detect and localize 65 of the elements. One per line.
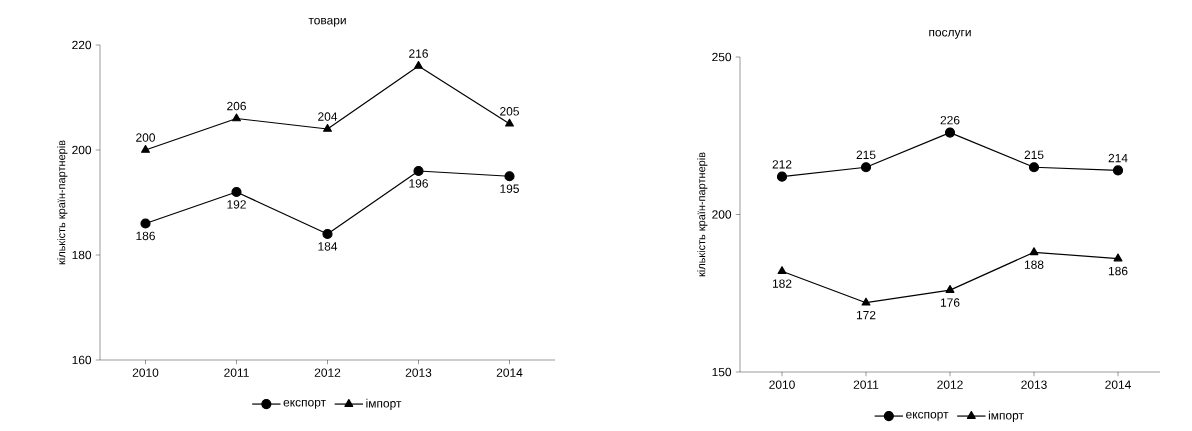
point	[414, 60, 423, 69]
point	[945, 285, 955, 293]
data-label: 226	[940, 115, 960, 125]
x-tick-label: 2011	[224, 368, 249, 377]
data-label: 176	[940, 298, 960, 307]
chart-title: товари	[308, 17, 346, 27]
x-tick-label: 2014	[1105, 380, 1131, 389]
point	[1028, 162, 1040, 173]
data-label: 196	[409, 179, 428, 188]
x-tick-label: 2012	[937, 380, 963, 389]
point	[1029, 247, 1039, 256]
data-label: 182	[772, 279, 792, 288]
point	[860, 162, 872, 173]
point	[322, 228, 333, 240]
point	[141, 144, 150, 153]
legend-label: імпорт	[988, 410, 1024, 422]
point	[413, 165, 424, 177]
chart-title: послуги	[929, 29, 971, 39]
data-label: 204	[318, 112, 338, 121]
point	[776, 171, 788, 182]
x-tick-label: 2011	[853, 380, 879, 389]
y-axis-title: кількість країн-партнерів	[697, 152, 708, 277]
point	[777, 266, 787, 275]
y-tick-label: 200	[712, 210, 732, 219]
y-tick-label: 160	[72, 355, 92, 365]
x-tick-label: 2013	[1021, 380, 1047, 389]
point	[861, 297, 871, 306]
data-label: 186	[136, 231, 155, 241]
point	[1113, 253, 1123, 262]
y-tick-label: 220	[72, 40, 92, 50]
legend-label: експорт	[906, 411, 949, 421]
data-label: 212	[772, 160, 792, 169]
point	[231, 186, 242, 198]
data-label: 205	[500, 107, 519, 116]
data-label: 188	[1024, 260, 1044, 269]
data-label: 186	[1108, 266, 1128, 276]
point	[1112, 165, 1124, 176]
legend-label: імпорт	[366, 398, 402, 410]
data-label: 206	[227, 101, 246, 111]
point	[944, 127, 956, 138]
y-tick-label: 180	[72, 250, 92, 260]
x-tick-label: 2010	[769, 380, 795, 389]
point	[140, 218, 151, 229]
y-tick-label: 200	[72, 145, 92, 155]
point	[504, 171, 515, 182]
data-label: 172	[856, 310, 876, 320]
point	[323, 123, 332, 132]
data-label: 192	[227, 200, 246, 209]
x-tick-label: 2010	[132, 368, 159, 377]
data-label: 215	[1024, 150, 1044, 160]
legend-label: експорт	[283, 399, 326, 409]
x-tick-label: 2012	[314, 368, 341, 377]
y-tick-label: 150	[712, 367, 732, 377]
point	[232, 113, 241, 122]
data-label: 184	[318, 242, 338, 251]
x-tick-label: 2013	[405, 368, 432, 377]
point	[505, 118, 514, 127]
data-label: 214	[1108, 153, 1128, 163]
data-label: 200	[136, 133, 156, 142]
y-axis-title: кількість країн-партнерів	[57, 140, 68, 265]
x-tick-label: 2014	[496, 368, 523, 377]
data-label: 216	[409, 49, 428, 58]
data-label: 215	[856, 150, 876, 160]
y-tick-label: 250	[712, 52, 732, 62]
data-label: 195	[500, 184, 519, 193]
